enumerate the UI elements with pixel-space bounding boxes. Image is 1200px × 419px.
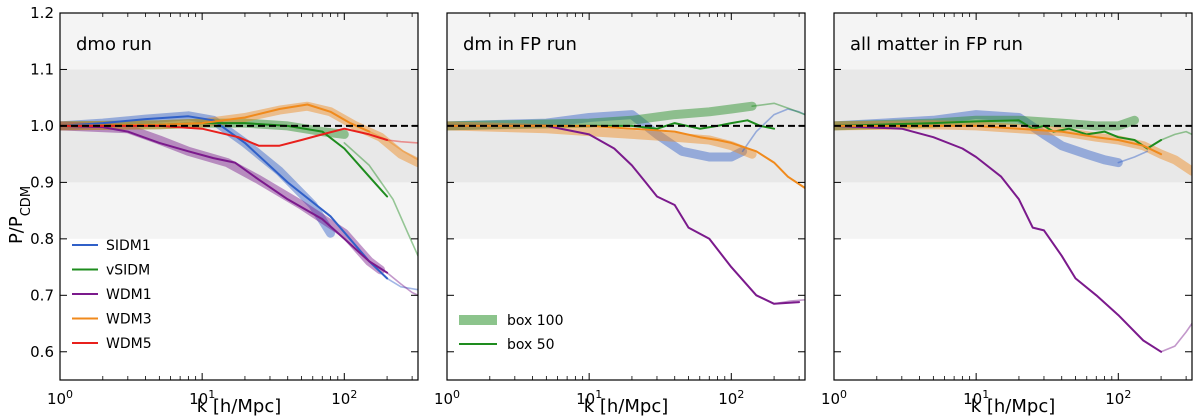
y-tick-label: 0.8 <box>30 230 54 248</box>
panel-title: dm in FP run <box>463 34 577 55</box>
plot-area <box>447 101 805 305</box>
panel-title: all matter in FP run <box>850 34 1023 55</box>
panel-title: dmo run <box>76 34 152 55</box>
x-axis-label: k [h/Mpc] <box>584 396 669 417</box>
series-wdm3-band <box>447 121 757 159</box>
x-tick-label: 102 <box>718 388 744 409</box>
legend-swatch-box-100 <box>459 315 497 325</box>
x-tick-label: 100 <box>434 388 460 409</box>
series-sidm1-faint <box>386 277 418 291</box>
y-tick-label: 0.7 <box>30 286 54 304</box>
y-tick-label: 0.6 <box>30 343 54 361</box>
legend-boxes: box 100 box 50 <box>459 313 563 353</box>
series-wdm1-faint <box>1160 322 1192 353</box>
legend-label: vSIDM <box>106 263 150 279</box>
x-tick-label: 100 <box>47 388 73 409</box>
x-axis-label: k [h/Mpc] <box>971 396 1056 417</box>
y-tick-label: 0.9 <box>30 173 54 191</box>
series-wdm5-faint <box>386 139 418 144</box>
plot-frame <box>446 12 806 381</box>
legend-label: box 50 <box>507 337 555 353</box>
legend-label: box 100 <box>507 313 563 329</box>
x-axis-label: k [h/Mpc] <box>197 396 282 417</box>
x-tick-label: 101 <box>963 388 989 409</box>
x-tick-label: 102 <box>331 388 357 409</box>
series-vsidm-line <box>834 119 1163 150</box>
y-tick-label: 1.1 <box>30 60 54 78</box>
legend-label: WDM3 <box>106 312 152 328</box>
legend-label: WDM1 <box>106 287 152 303</box>
plot-frame <box>59 12 419 381</box>
series-wdm5-line <box>60 124 389 147</box>
legend-label: WDM5 <box>106 336 152 352</box>
x-tick-label: 101 <box>576 388 602 409</box>
x-tick-label: 102 <box>1105 388 1131 409</box>
series-wdm1-line <box>834 124 1163 353</box>
series-sidm1-band <box>447 110 748 162</box>
series-wdm3-line <box>60 103 371 133</box>
plot-area <box>60 101 418 297</box>
series-wdm3-faint <box>368 130 418 161</box>
series-vsidm-faint <box>751 102 805 116</box>
y-axis-label: P/PCDM <box>6 186 34 244</box>
y-tick-label: 1.0 <box>30 117 54 135</box>
panel-1: 100 101 102 0.6 0.7 0.8 0.9 1.0 1.1 1.2 k [h/Mpc] d… <box>30 4 419 417</box>
series-wdm3-line <box>447 124 805 189</box>
panels: 100 101 102 0.6 0.7 0.8 0.9 1.0 1.1 1.2 k [h/Mpc] d… <box>30 4 1193 417</box>
series-sidm1-band <box>834 110 1123 168</box>
series-wdm1-line <box>60 124 389 274</box>
x-tick-label: 100 <box>821 388 847 409</box>
x-tick-label: 101 <box>189 388 215 409</box>
panel-3: 100 101 102 k [h/Mpc] all matter in FP run <box>821 12 1193 417</box>
series-wdm1-faint <box>386 271 418 297</box>
plot-frame <box>833 12 1193 381</box>
legend-label: SIDM1 <box>106 238 151 254</box>
series-wdm1-line <box>447 124 801 305</box>
series-sidm1-line <box>60 115 389 280</box>
series-sidm1-faint <box>741 108 805 153</box>
series-vsidm-faint <box>1160 130 1192 141</box>
y-tick-label: 1.2 <box>30 4 54 22</box>
series-vsidm-faint <box>343 142 418 257</box>
series-vsidm-band <box>447 101 757 131</box>
legend-models: SIDM1 vSIDM WDM1 WDM3 WDM5 <box>72 238 152 352</box>
series-sidm1-faint <box>1117 150 1149 164</box>
